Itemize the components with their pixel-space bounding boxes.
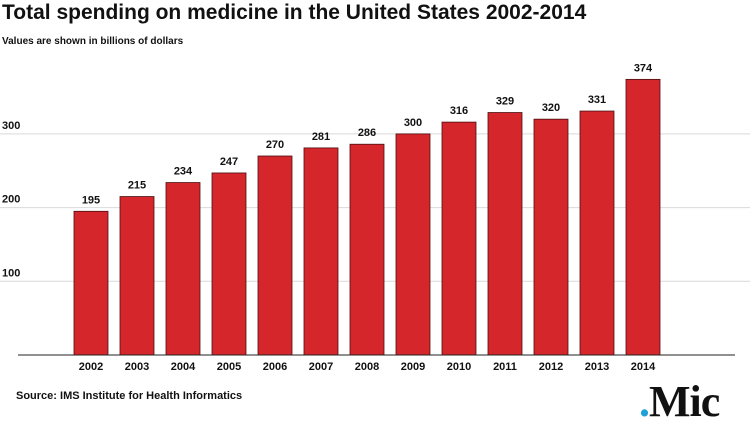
data-label: 195 [82, 194, 100, 206]
x-tick-label: 2008 [355, 361, 379, 373]
bar [349, 143, 385, 356]
x-tick-label: 2013 [585, 361, 609, 373]
chart-title: Total spending on medicine in the United… [2, 1, 587, 24]
data-label: 270 [266, 139, 284, 151]
bar [211, 172, 247, 356]
y-tick-label: 100 [2, 267, 20, 279]
bar [119, 196, 155, 356]
x-tick-label: 2005 [217, 361, 241, 373]
bar [441, 121, 477, 356]
bar [487, 112, 523, 356]
bar [303, 147, 339, 356]
source-note: Source: IMS Institute for Health Informa… [16, 390, 243, 402]
x-tick-label: 2010 [447, 361, 471, 373]
data-label: 320 [542, 102, 560, 114]
data-label: 374 [634, 62, 653, 74]
logo-dot: . [639, 377, 650, 426]
y-tick-label: 200 [2, 194, 20, 206]
y-tick-label: 300 [2, 120, 20, 132]
bar [533, 118, 569, 356]
x-tick-label: 2002 [79, 361, 103, 373]
data-label: 329 [496, 96, 514, 108]
data-label: 286 [358, 127, 376, 139]
bar [257, 155, 293, 356]
data-label: 247 [220, 156, 238, 168]
data-label: 316 [450, 105, 468, 117]
data-label: 215 [128, 180, 146, 192]
x-tick-label: 2004 [171, 361, 196, 373]
x-tick-label: 2011 [493, 361, 517, 373]
x-tick-label: 2006 [263, 361, 287, 373]
x-tick-label: 2014 [631, 361, 656, 373]
data-label: 281 [312, 131, 330, 143]
chart-subtitle: Values are shown in billions of dollars [2, 36, 184, 47]
bar [579, 110, 615, 356]
mic-logo: .Mic [639, 377, 720, 426]
data-label: 234 [174, 166, 193, 178]
x-tick-label: 2003 [125, 361, 149, 373]
data-label: 331 [588, 94, 606, 106]
data-label: 300 [404, 117, 422, 129]
bar [625, 78, 661, 356]
bar [165, 182, 201, 356]
x-tick-label: 2009 [401, 361, 425, 373]
bar [73, 210, 109, 356]
x-tick-label: 2007 [309, 361, 333, 373]
logo-text: Mic [649, 377, 720, 426]
bar [395, 133, 431, 356]
x-tick-label: 2012 [539, 361, 563, 373]
